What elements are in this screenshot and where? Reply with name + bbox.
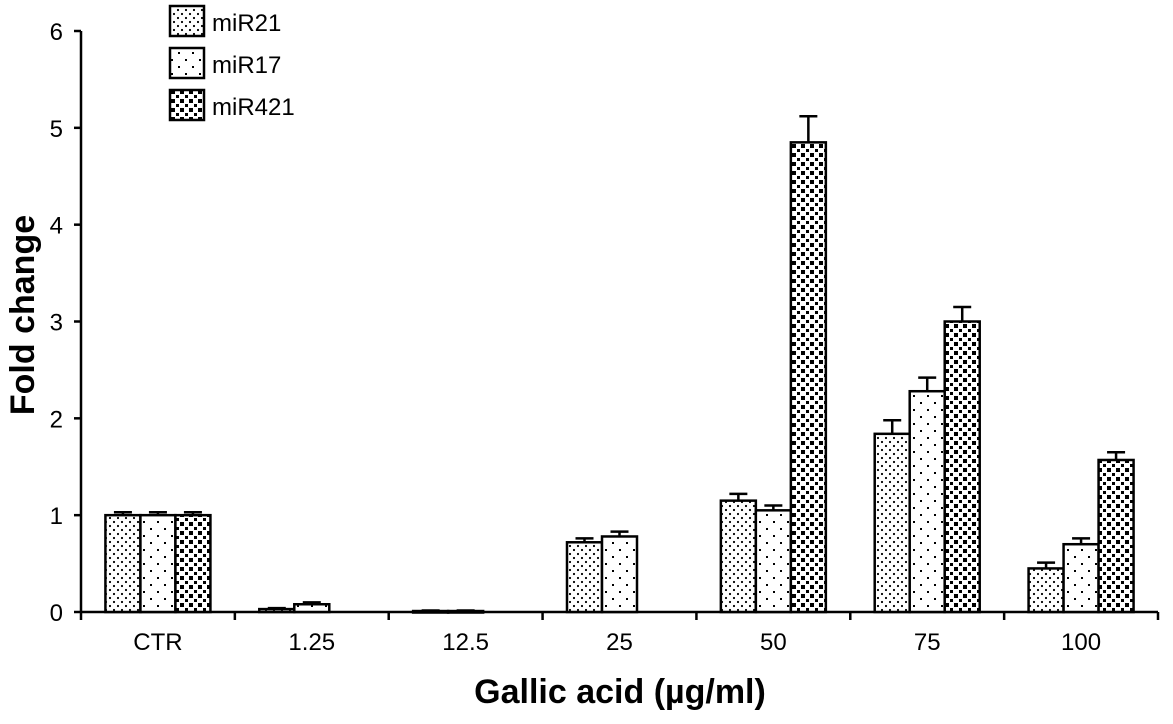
bar-mir17-25 [600,535,639,614]
legend: miR21 miR17 miR421 [168,4,295,122]
legend-swatch-mir421 [168,88,206,122]
y-tick-label: 4 [50,213,63,240]
bar-mir421-CTR [174,513,212,614]
error-bar-mir17-50 [764,504,783,511]
y-axis-ticks: 0 1 2 3 4 5 6 [50,19,81,627]
error-bar-mir421-75 [953,305,972,322]
y-axis-title: Fold change [4,215,42,415]
error-bar-mir17-1.25 [302,601,321,605]
error-bar-mir21-75 [883,419,902,434]
bar-mir21-100 [1027,567,1065,614]
error-bar-mir17-CTR [148,511,167,516]
error-bar-mir21-50 [729,492,748,501]
legend-label-mir21: miR21 [212,10,281,37]
error-bar-mir17-75 [918,376,937,392]
bars [104,114,1135,614]
x-tick-label: 50 [760,629,787,656]
legend-swatch-mir17 [168,46,206,80]
bar-mir17-1.25 [293,603,331,614]
x-tick-label: 25 [606,629,633,656]
y-tick-label: 1 [50,503,63,530]
bar-mir21-50 [719,499,758,614]
bar-mir421-75 [943,320,981,614]
y-tick-label: 5 [50,116,63,143]
legend-label-mir421: miR421 [212,94,295,121]
error-bar-mir21-25 [575,537,594,543]
legend-label-mir17: miR17 [212,52,281,79]
bar-mir21-1.25 [258,607,296,614]
error-bar-mir17-25 [610,530,629,537]
error-bar-mir421-50 [799,114,818,143]
error-bar-mir421-100 [1107,450,1126,460]
x-axis-ticks: CTR 1.25 12.5 25 50 75 100 [79,612,1160,656]
error-bar-mir421-CTR [183,511,202,516]
error-bar-mir17-100 [1072,537,1091,545]
bar-mir17-75 [908,389,946,614]
x-tick-label: 12.5 [442,629,489,656]
bar-mir17-100 [1062,542,1100,614]
bar-mir17-CTR [139,513,177,614]
bar-mir21-CTR [104,513,142,614]
y-tick-label: 3 [50,310,63,337]
x-tick-label: CTR [133,629,182,656]
x-tick-label: 100 [1061,629,1101,656]
x-tick-label: 1.25 [288,629,335,656]
bar-mir421-100 [1097,458,1135,614]
bar-mir17-50 [754,509,793,614]
bar-mir421-50 [789,141,828,614]
bar-mir21-75 [873,432,911,614]
bar-mir21-25 [565,541,604,614]
y-tick-label: 6 [50,19,63,46]
y-tick-label: 0 [50,600,63,627]
x-axis-title: Gallic acid (µg/ml) [474,673,766,711]
legend-swatch-mir21 [168,4,206,38]
error-bar-mir21-1.25 [267,606,286,610]
x-tick-label: 75 [914,629,941,656]
error-bar-mir21-CTR [113,511,132,516]
error-bar-mir21-100 [1037,561,1056,569]
y-tick-label: 2 [50,406,63,433]
